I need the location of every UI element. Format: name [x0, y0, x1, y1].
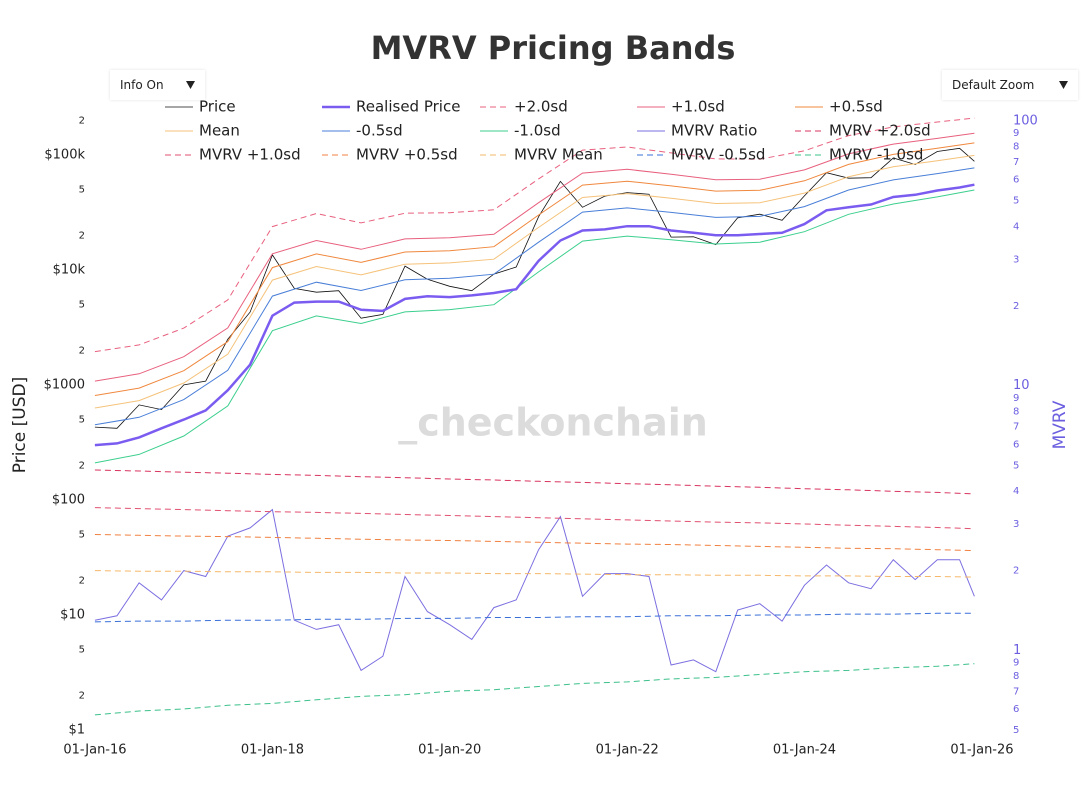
y2-tick-label: 4: [1013, 221, 1019, 232]
y-tick-label: 5: [79, 185, 85, 196]
y2-axis-title: MVRV: [1050, 400, 1070, 449]
y-tick-label: 5: [79, 300, 85, 311]
legend-label: MVRV -0.5sd: [671, 146, 765, 164]
legend-label: MVRV Ratio: [671, 122, 757, 140]
y2-tick-label: 8: [1013, 142, 1019, 153]
y2-tick-label: 1: [1013, 643, 1021, 658]
y2-tick-label: 5: [1013, 196, 1019, 207]
legend-label: MVRV +2.0sd: [829, 122, 931, 140]
y-tick-label: 2: [79, 690, 85, 701]
info-button-label: Info On: [120, 78, 164, 92]
series-line: [94, 132, 975, 382]
series-line: [94, 534, 975, 552]
series-line: [94, 154, 975, 409]
watermark: _checkonchain: [398, 401, 708, 445]
y-tick-label: $100: [52, 492, 85, 507]
y-tick-label: 2: [79, 115, 85, 126]
series-line: [94, 570, 975, 578]
y2-tick-label: 8: [1013, 671, 1019, 682]
y2-tick-label: 9: [1013, 393, 1019, 404]
legend-label: Price: [199, 98, 236, 116]
legend-label: Realised Price: [356, 98, 460, 116]
y2-tick-label: 7: [1013, 422, 1019, 433]
series-line: [94, 663, 975, 716]
series-line: [94, 117, 975, 353]
dropdown-arrow: [186, 81, 195, 89]
series-line: [94, 147, 975, 429]
series-line: [94, 142, 975, 396]
y-tick-label: $100k: [44, 147, 85, 162]
y2-tick-label: 9: [1013, 657, 1019, 668]
y2-tick-label: 100: [1013, 113, 1038, 128]
y-tick-label: 5: [79, 415, 85, 426]
y2-tick-label: 10: [1013, 378, 1030, 393]
legend-label: +2.0sd: [514, 98, 568, 116]
y-tick-label: 2: [79, 345, 85, 356]
series-line: [94, 508, 975, 673]
legend-label: -1.0sd: [514, 122, 561, 140]
y-axis-title: Price [USD]: [10, 377, 30, 473]
series-line: [94, 167, 975, 426]
legend-label: MVRV Mean: [514, 146, 603, 164]
y2-tick-label: 6: [1013, 175, 1019, 186]
y-tick-label: $1000: [44, 377, 85, 392]
zoom-button[interactable]: Default Zoom: [942, 70, 1078, 100]
series-line: [94, 507, 975, 530]
y-tick-label: $1: [68, 723, 85, 738]
y2-tick-label: 3: [1013, 519, 1019, 530]
y2-tick-label: 4: [1013, 486, 1019, 497]
y2-tick-label: 6: [1013, 704, 1019, 715]
x-tick-label: 01-Jan-18: [241, 743, 304, 758]
chart-title: MVRV Pricing Bands: [371, 29, 736, 67]
x-tick-label: 01-Jan-16: [63, 743, 126, 758]
x-tick-label: 01-Jan-20: [418, 743, 481, 758]
y2-tick-label: 5: [1013, 725, 1019, 736]
legend-label: MVRV -1.0sd: [829, 146, 923, 164]
y-tick-label: 5: [79, 530, 85, 541]
y2-tick-label: 7: [1013, 686, 1019, 697]
y-tick-label: $10: [60, 607, 85, 622]
y2-tick-label: 5: [1013, 460, 1019, 471]
y2-tick-label: 2: [1013, 566, 1019, 577]
legend-label: +0.5sd: [829, 98, 883, 116]
series-line: [94, 183, 975, 447]
x-tick-label: 01-Jan-24: [773, 743, 836, 758]
series-line: [94, 469, 975, 495]
y-tick-label: $10k: [53, 262, 86, 277]
y-tick-label: 2: [79, 230, 85, 241]
y-tick-label: 2: [79, 575, 85, 586]
y2-tick-label: 8: [1013, 406, 1019, 417]
y2-tick-label: 7: [1013, 157, 1019, 168]
y2-tick-label: 6: [1013, 439, 1019, 450]
y2-tick-label: 2: [1013, 301, 1019, 312]
legend-label: -0.5sd: [356, 122, 403, 140]
series-line: [94, 189, 975, 464]
legend-label: MVRV +1.0sd: [199, 146, 301, 164]
legend-label: Mean: [199, 122, 240, 140]
dropdown-arrow: [1059, 81, 1068, 89]
series-line: [94, 612, 975, 623]
x-tick-label: 01-Jan-22: [596, 743, 659, 758]
x-tick-label: 01-Jan-26: [950, 743, 1013, 758]
zoom-button-label: Default Zoom: [952, 78, 1035, 92]
y2-tick-label: 9: [1013, 128, 1019, 139]
y2-tick-label: 3: [1013, 254, 1019, 265]
y-tick-label: 5: [79, 645, 85, 656]
y-tick-label: 2: [79, 460, 85, 471]
legend-label: +1.0sd: [671, 98, 725, 116]
info-button[interactable]: Info On: [110, 70, 205, 100]
legend-label: MVRV +0.5sd: [356, 146, 458, 164]
plot-area: [94, 117, 975, 716]
